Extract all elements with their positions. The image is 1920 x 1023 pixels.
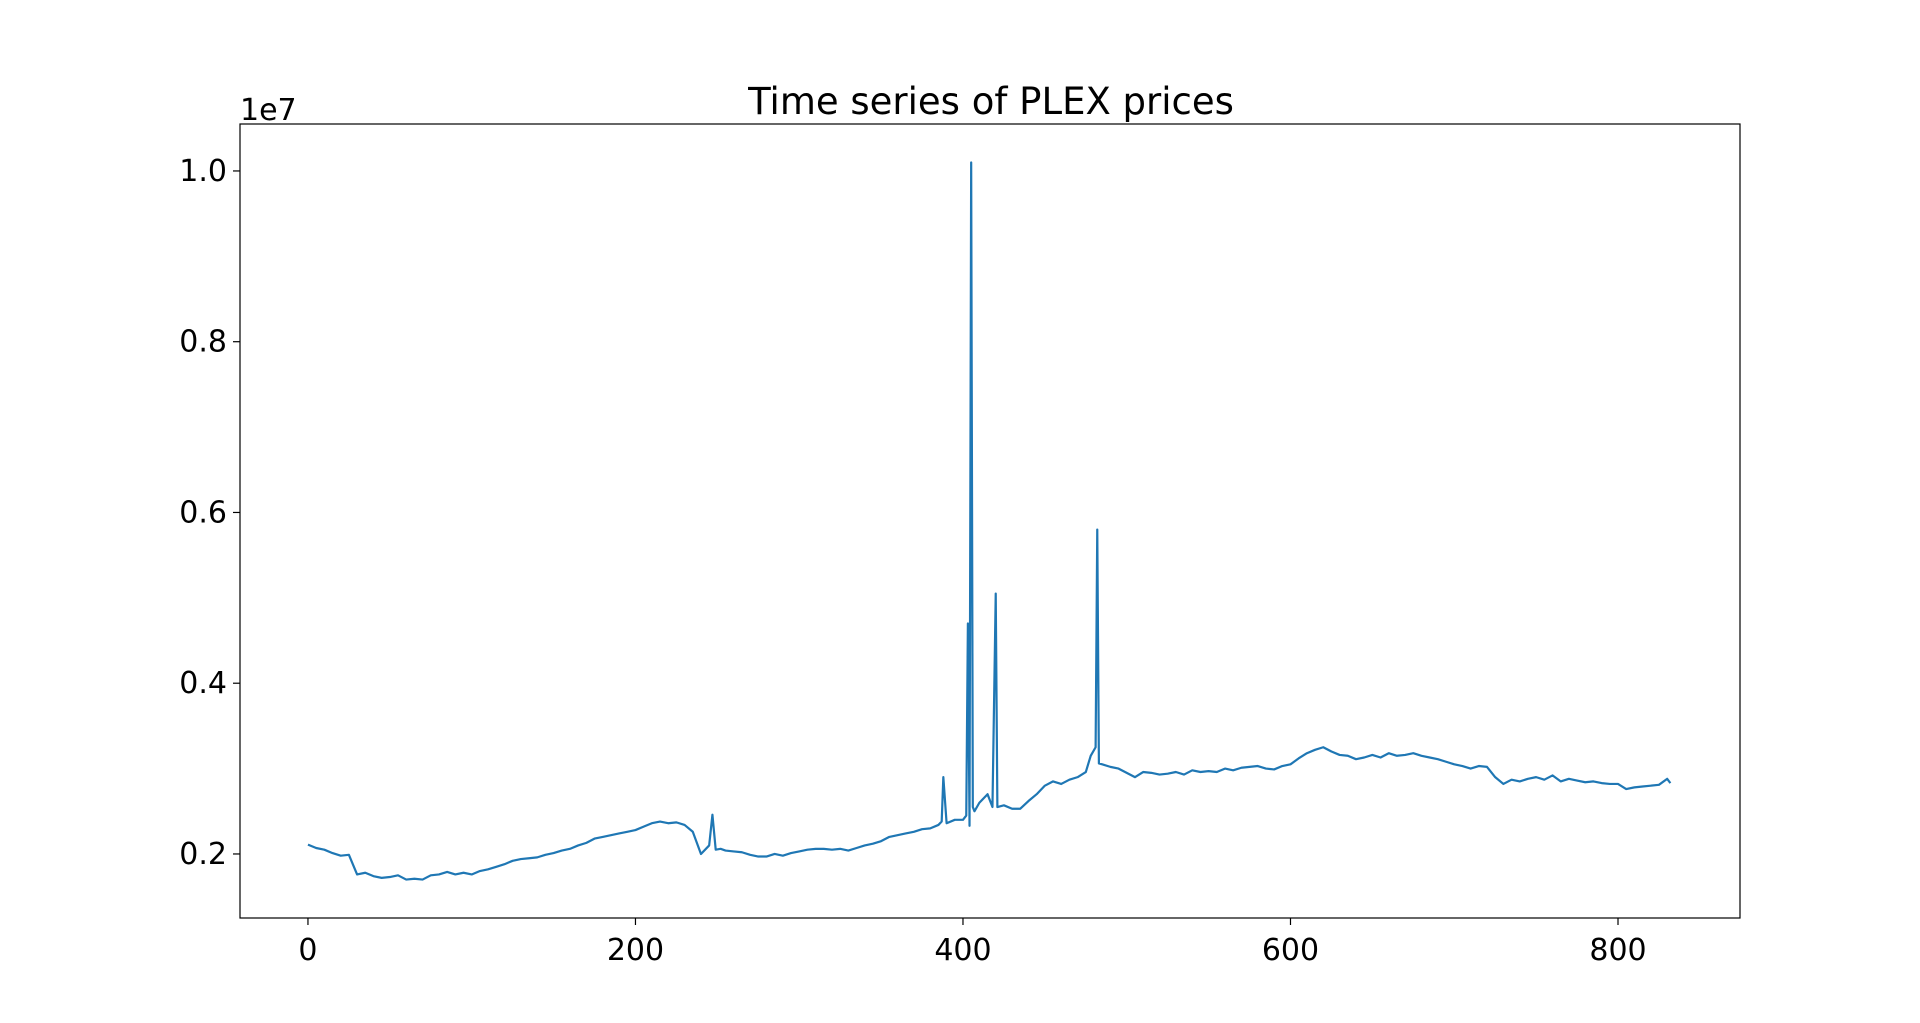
- x-tick-label: 800: [1589, 933, 1646, 968]
- y-axis: 0.2 0.4 0.6 0.8 1.0: [179, 154, 240, 872]
- y-axis-offset-label: 1e7: [240, 93, 297, 128]
- x-tick-label: 600: [1262, 933, 1319, 968]
- axes-frame: [239, 123, 1741, 919]
- y-tick-label: 0.2: [179, 837, 227, 872]
- plot-area: [307, 161, 1672, 881]
- x-tick-label: 0: [298, 933, 317, 968]
- x-axis: 0 200 400 600 800: [298, 918, 1647, 968]
- chart-title: Time series of PLEX prices: [747, 80, 1234, 123]
- x-tick-label: 400: [934, 933, 991, 968]
- x-tick-label: 200: [607, 933, 664, 968]
- y-tick-label: 1.0: [179, 154, 227, 189]
- y-tick-label: 0.6: [179, 495, 227, 530]
- y-tick-label: 0.8: [179, 325, 227, 360]
- y-tick-label: 0.4: [179, 666, 227, 701]
- series-line: [307, 161, 1672, 881]
